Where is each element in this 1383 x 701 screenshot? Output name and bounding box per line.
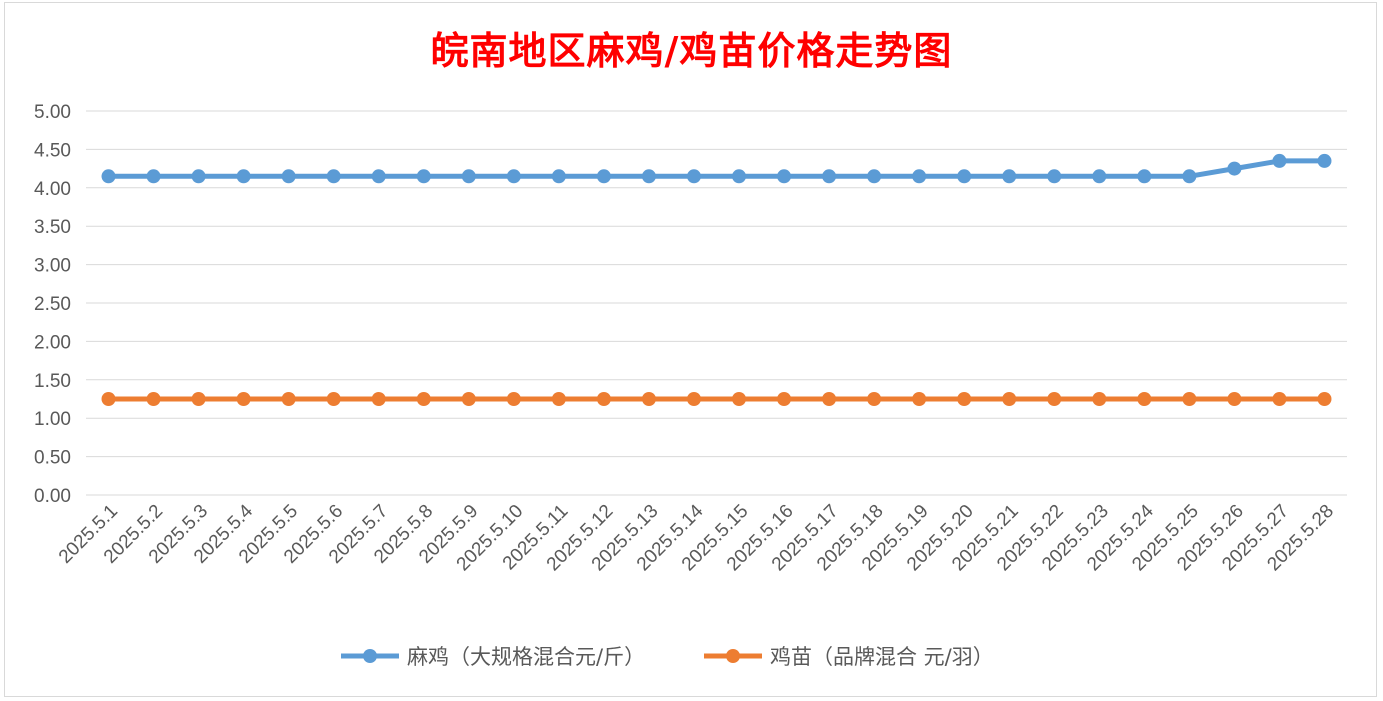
data-point-series-2 xyxy=(1047,392,1062,406)
data-point-series-1 xyxy=(732,169,747,184)
data-point-series-2 xyxy=(1227,392,1242,406)
data-point-series-1 xyxy=(416,169,431,184)
data-point-series-1 xyxy=(461,169,476,184)
data-point-series-2 xyxy=(101,392,116,406)
data-point-series-2 xyxy=(912,392,927,406)
y-tick-label: 1.50 xyxy=(34,371,71,392)
data-point-series-1 xyxy=(551,169,566,184)
data-point-series-2 xyxy=(416,392,431,406)
y-tick-label: 4.50 xyxy=(34,140,71,161)
data-point-series-1 xyxy=(101,169,116,184)
data-point-series-1 xyxy=(912,169,927,184)
legend-marker-1 xyxy=(363,649,377,663)
data-point-series-1 xyxy=(326,169,341,184)
y-tick-label: 4.00 xyxy=(34,179,71,200)
data-point-series-2 xyxy=(1182,392,1197,406)
data-point-series-2 xyxy=(596,392,611,406)
chart-frame xyxy=(4,2,1377,697)
data-point-series-1 xyxy=(236,169,251,184)
legend-label-2: 鸡苗（品牌混合 元/羽） xyxy=(770,645,994,669)
chart-title: 皖南地区麻鸡/鸡苗价格走势图 xyxy=(430,28,953,73)
data-point-series-2 xyxy=(957,392,972,406)
data-point-series-1 xyxy=(641,169,656,184)
y-tick-label: 3.50 xyxy=(34,217,71,238)
data-point-series-1 xyxy=(867,169,882,184)
y-tick-label: 2.50 xyxy=(34,294,71,315)
y-tick-label: 5.00 xyxy=(34,102,71,123)
data-point-series-2 xyxy=(551,392,566,406)
data-point-series-1 xyxy=(822,169,837,184)
data-point-series-2 xyxy=(326,392,341,406)
data-point-series-1 xyxy=(281,169,296,184)
data-point-series-1 xyxy=(1002,169,1017,184)
data-point-series-2 xyxy=(146,392,161,406)
data-point-series-2 xyxy=(686,392,701,406)
legend-marker-2 xyxy=(726,649,740,663)
data-point-series-1 xyxy=(1092,169,1107,184)
data-point-series-2 xyxy=(777,392,792,406)
data-point-series-1 xyxy=(1317,153,1332,168)
y-tick-label: 2.00 xyxy=(34,332,71,353)
data-point-series-2 xyxy=(1272,392,1287,406)
data-point-series-1 xyxy=(957,169,972,184)
data-point-series-1 xyxy=(777,169,792,184)
data-point-series-2 xyxy=(506,392,521,406)
data-point-series-1 xyxy=(686,169,701,184)
data-point-series-1 xyxy=(191,169,206,184)
data-point-series-2 xyxy=(1137,392,1152,406)
data-point-series-2 xyxy=(867,392,882,406)
data-point-series-2 xyxy=(371,392,386,406)
data-point-series-2 xyxy=(1092,392,1107,406)
data-point-series-1 xyxy=(506,169,521,184)
data-point-series-1 xyxy=(371,169,386,184)
data-point-series-1 xyxy=(146,169,161,184)
data-point-series-2 xyxy=(1002,392,1017,406)
y-tick-label: 0.00 xyxy=(34,486,71,507)
series-line-1 xyxy=(106,158,1327,179)
data-point-series-2 xyxy=(1317,392,1332,406)
data-point-series-2 xyxy=(822,392,837,406)
data-point-series-1 xyxy=(1272,153,1287,168)
data-point-series-2 xyxy=(281,392,296,406)
data-point-series-1 xyxy=(1182,169,1197,184)
data-point-series-2 xyxy=(461,392,476,406)
data-point-series-1 xyxy=(1137,169,1152,184)
data-point-series-1 xyxy=(1227,161,1242,176)
legend-label-1: 麻鸡（大规格混合元/斤） xyxy=(407,645,645,669)
data-point-series-2 xyxy=(732,392,747,406)
data-point-series-2 xyxy=(236,392,251,406)
data-point-series-2 xyxy=(641,392,656,406)
data-point-series-2 xyxy=(191,392,206,406)
y-tick-label: 3.00 xyxy=(34,256,71,277)
data-point-series-1 xyxy=(596,169,611,184)
data-point-series-1 xyxy=(1047,169,1062,184)
y-tick-label: 0.50 xyxy=(34,448,71,469)
y-tick-label: 1.00 xyxy=(34,409,71,430)
